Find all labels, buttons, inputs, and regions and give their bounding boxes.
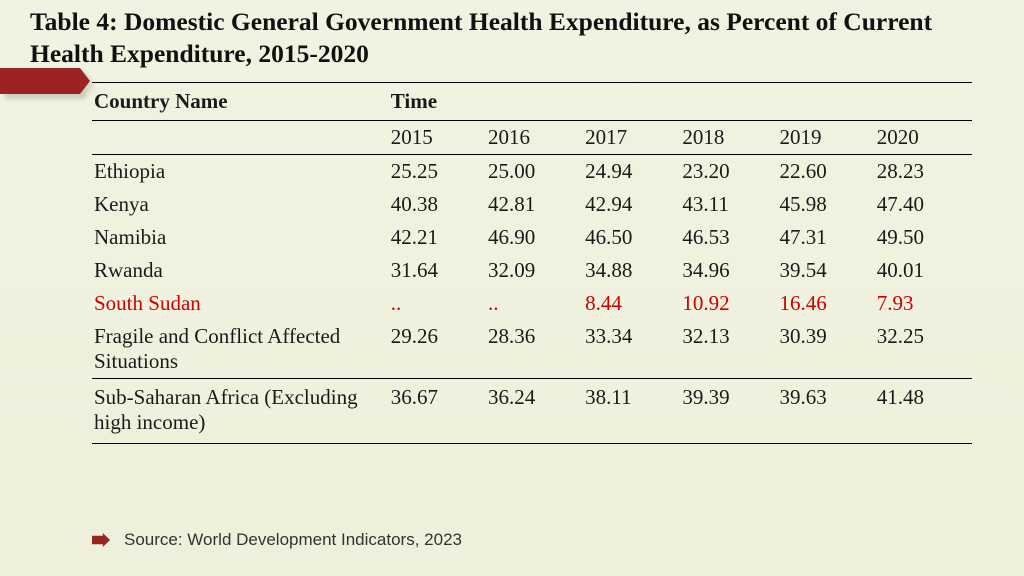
value-cell: 36.24 bbox=[486, 379, 583, 444]
value-cell: 36.67 bbox=[389, 379, 486, 444]
table-row: Ethiopia25.2525.0024.9423.2022.6028.23 bbox=[92, 155, 972, 189]
value-cell: 41.48 bbox=[875, 379, 972, 444]
country-name-cell: Namibia bbox=[92, 221, 389, 254]
table-row: Fragile and Conflict Affected Situations… bbox=[92, 320, 972, 379]
accent-ribbon bbox=[0, 68, 80, 94]
source-label: Source: World Development Indicators, 20… bbox=[124, 530, 462, 550]
value-cell: 34.96 bbox=[680, 254, 777, 287]
year-cell: 2016 bbox=[486, 121, 583, 155]
value-cell: 39.63 bbox=[778, 379, 875, 444]
country-name-cell: Kenya bbox=[92, 188, 389, 221]
value-cell: 49.50 bbox=[875, 221, 972, 254]
value-cell: 23.20 bbox=[680, 155, 777, 189]
value-cell: 25.00 bbox=[486, 155, 583, 189]
value-cell: 42.94 bbox=[583, 188, 680, 221]
year-cell: 2018 bbox=[680, 121, 777, 155]
value-cell: 34.88 bbox=[583, 254, 680, 287]
value-cell: 32.13 bbox=[680, 320, 777, 379]
value-cell: 38.11 bbox=[583, 379, 680, 444]
value-cell: 39.54 bbox=[778, 254, 875, 287]
country-name-cell: Fragile and Conflict Affected Situations bbox=[92, 320, 389, 379]
source-row: Source: World Development Indicators, 20… bbox=[92, 530, 462, 550]
country-name-cell: Ethiopia bbox=[92, 155, 389, 189]
value-cell: 42.21 bbox=[389, 221, 486, 254]
value-cell: 7.93 bbox=[875, 287, 972, 320]
header-country: Country Name bbox=[92, 83, 389, 121]
value-cell: 10.92 bbox=[680, 287, 777, 320]
value-cell: 25.25 bbox=[389, 155, 486, 189]
value-cell: 28.23 bbox=[875, 155, 972, 189]
value-cell: 8.44 bbox=[583, 287, 680, 320]
value-cell: 39.39 bbox=[680, 379, 777, 444]
value-cell: 47.40 bbox=[875, 188, 972, 221]
value-cell: 24.94 bbox=[583, 155, 680, 189]
table-header-row-years: 2015 2016 2017 2018 2019 2020 bbox=[92, 121, 972, 155]
year-cell: 2020 bbox=[875, 121, 972, 155]
value-cell: 40.38 bbox=[389, 188, 486, 221]
value-cell: 40.01 bbox=[875, 254, 972, 287]
value-cell: 46.53 bbox=[680, 221, 777, 254]
value-cell: 30.39 bbox=[778, 320, 875, 379]
value-cell: .. bbox=[486, 287, 583, 320]
value-cell: 16.46 bbox=[778, 287, 875, 320]
country-name-cell: Rwanda bbox=[92, 254, 389, 287]
value-cell: .. bbox=[389, 287, 486, 320]
value-cell: 47.31 bbox=[778, 221, 875, 254]
year-cell: 2015 bbox=[389, 121, 486, 155]
value-cell: 43.11 bbox=[680, 188, 777, 221]
arrow-bullet-icon bbox=[92, 533, 110, 547]
slide: Table 4: Domestic General Government Hea… bbox=[0, 0, 1024, 576]
table-row: Sub-Saharan Africa (Excluding high incom… bbox=[92, 379, 972, 444]
value-cell: 42.81 bbox=[486, 188, 583, 221]
slide-title: Table 4: Domestic General Government Hea… bbox=[30, 6, 990, 70]
table-row: Kenya40.3842.8142.9443.1145.9847.40 bbox=[92, 188, 972, 221]
country-name-cell: South Sudan bbox=[92, 287, 389, 320]
value-cell: 31.64 bbox=[389, 254, 486, 287]
table-row: South Sudan....8.4410.9216.467.93 bbox=[92, 287, 972, 320]
value-cell: 28.36 bbox=[486, 320, 583, 379]
value-cell: 22.60 bbox=[778, 155, 875, 189]
table-row: Namibia42.2146.9046.5046.5347.3149.50 bbox=[92, 221, 972, 254]
value-cell: 33.34 bbox=[583, 320, 680, 379]
year-cell: 2017 bbox=[583, 121, 680, 155]
data-table: Country Name Time 2015 2016 2017 2018 20… bbox=[92, 82, 972, 444]
value-cell: 46.90 bbox=[486, 221, 583, 254]
table-header-row-1: Country Name Time bbox=[92, 83, 972, 121]
value-cell: 45.98 bbox=[778, 188, 875, 221]
table-row: Rwanda31.6432.0934.8834.9639.5440.01 bbox=[92, 254, 972, 287]
header-time: Time bbox=[389, 83, 486, 121]
value-cell: 46.50 bbox=[583, 221, 680, 254]
country-name-cell: Sub-Saharan Africa (Excluding high incom… bbox=[92, 379, 389, 444]
value-cell: 32.09 bbox=[486, 254, 583, 287]
year-cell: 2019 bbox=[778, 121, 875, 155]
value-cell: 29.26 bbox=[389, 320, 486, 379]
value-cell: 32.25 bbox=[875, 320, 972, 379]
